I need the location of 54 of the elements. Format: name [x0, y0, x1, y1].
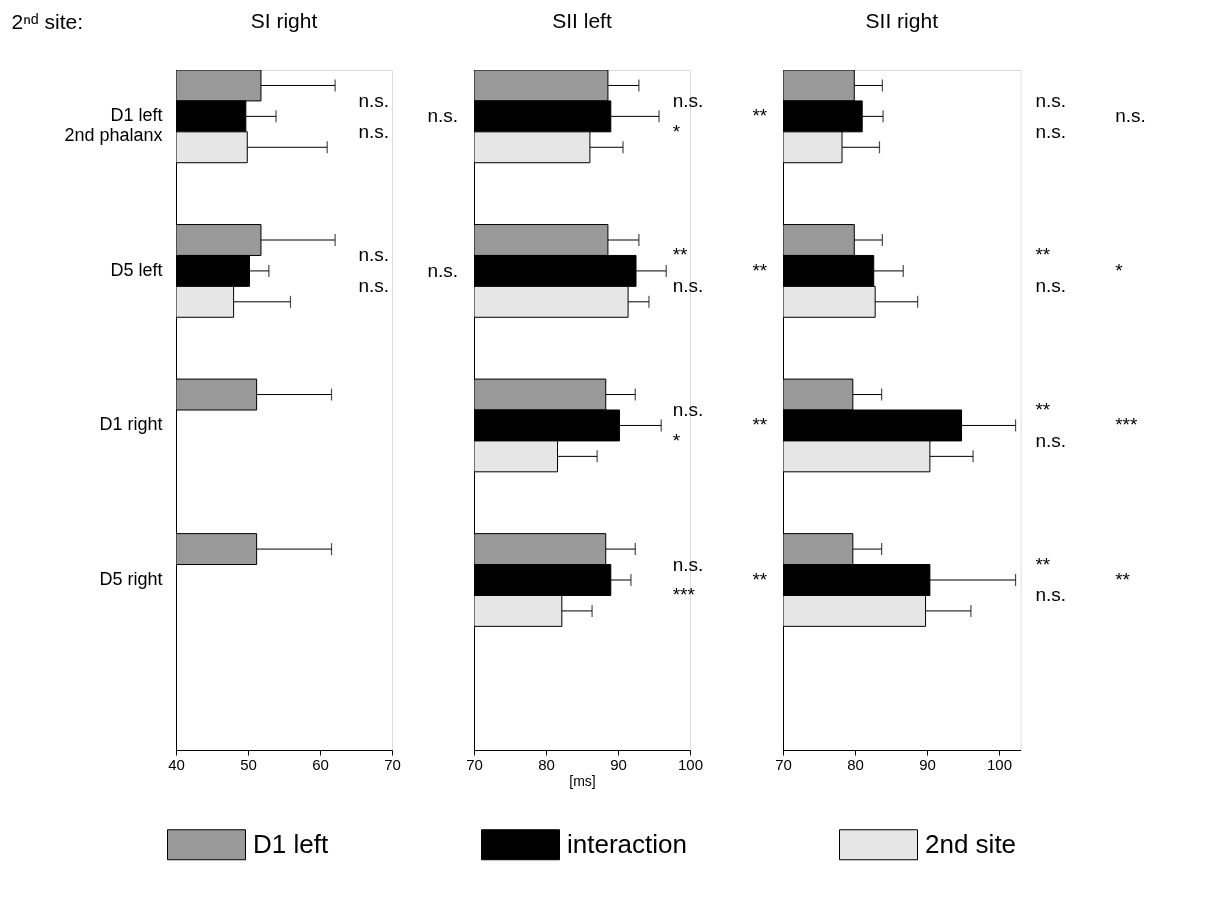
text: n.s. [1035, 429, 1067, 451]
y-tick-label: D1 left 2nd phalanx [64, 105, 163, 146]
text: n.s. [427, 105, 459, 127]
text: n.s. [1035, 120, 1067, 142]
annotation: n.s. [672, 275, 704, 297]
x-tick-label: 100 [986, 755, 1013, 773]
y-tick-label: D5 left [110, 259, 163, 280]
text: ** [1115, 569, 1131, 590]
text: n.s. [1035, 584, 1067, 606]
text: ** [752, 259, 768, 281]
annotation: n.s. [358, 275, 390, 297]
x-tick-label: 90 [610, 755, 627, 773]
x-tick-label: 100 [677, 755, 704, 773]
chart-title: SI right [250, 9, 318, 32]
x-tick-label: 70 [384, 755, 401, 773]
x-tick-label: 60 [312, 755, 329, 773]
text: n.s. [1035, 275, 1067, 297]
text: n.s. [1035, 89, 1067, 111]
x-tick-label: 80 [538, 755, 555, 773]
legend-label: D1 left [253, 828, 329, 859]
y-axis-title: 2ⁿᵈ site: [11, 9, 84, 33]
annotation: n.s. [358, 89, 390, 111]
x-tick-label: 50 [240, 755, 257, 773]
x-tick-label: 80 [847, 755, 864, 773]
annotation: n.s. [672, 89, 704, 111]
annotation: *** [672, 584, 696, 606]
annotation: n.s. [672, 553, 704, 575]
annotation: ** [672, 244, 689, 266]
chart-title: SII left [552, 9, 612, 32]
annotation: * [672, 429, 681, 451]
text: *** [1115, 414, 1138, 436]
legend-label: interaction [567, 828, 687, 859]
text: ** [752, 105, 768, 127]
y-tick-label: D5 right [99, 569, 163, 589]
annotation: * [672, 120, 681, 142]
x-tick-label: 70 [466, 755, 483, 773]
chart-title: SII right [865, 9, 939, 32]
annotation: n.s. [358, 244, 390, 266]
text: n.s. [1115, 105, 1146, 127]
legend-label: 2nd site [925, 828, 1017, 859]
text: ** [1035, 399, 1051, 420]
text: ** [752, 414, 768, 436]
text: ** [752, 569, 768, 590]
text: ** [1035, 244, 1051, 266]
x-axis-title: [ms] [569, 772, 596, 789]
y-tick-label: D1 right [99, 414, 163, 435]
text: ** [1035, 553, 1051, 575]
text: n.s. [427, 259, 459, 281]
annotation: n.s. [672, 399, 704, 420]
annotation: n.s. [358, 120, 390, 142]
x-tick-label: 70 [775, 755, 792, 773]
text: * [1115, 259, 1124, 281]
x-tick-label: 40 [168, 755, 185, 773]
x-tick-label: 90 [919, 755, 936, 773]
